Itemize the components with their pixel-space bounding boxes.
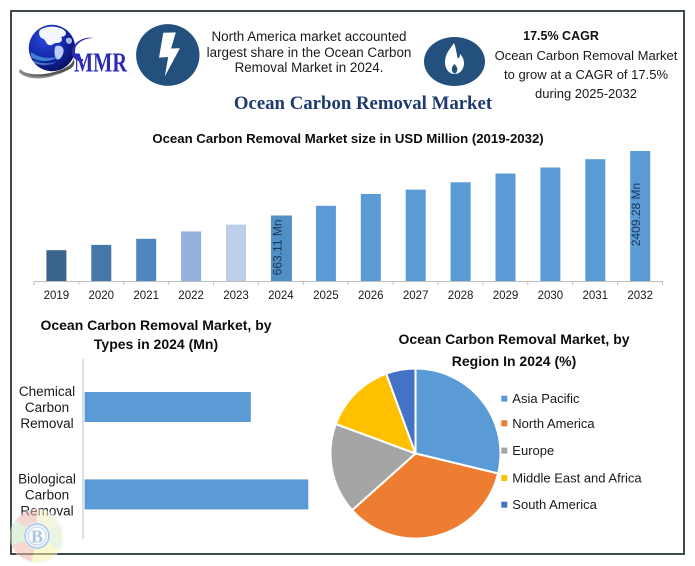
svg-text:Carbon: Carbon	[25, 400, 69, 415]
svg-text:2026: 2026	[358, 290, 384, 302]
svg-text:Removal: Removal	[20, 416, 73, 431]
svg-text:2031: 2031	[583, 290, 609, 302]
svg-text:663.11 Mn: 663.11 Mn	[271, 219, 285, 275]
svg-text:2409.28 Mn: 2409.28 Mn	[629, 183, 643, 246]
svg-text:2029: 2029	[493, 290, 519, 302]
svg-text:2030: 2030	[538, 290, 564, 302]
svg-text:2019: 2019	[44, 290, 70, 302]
svg-text:Asia Pacific: Asia Pacific	[512, 391, 580, 406]
svg-text:2021: 2021	[133, 290, 159, 302]
svg-text:2025: 2025	[313, 290, 339, 302]
svg-text:North America: North America	[512, 416, 595, 431]
svg-text:Chemical: Chemical	[19, 384, 75, 399]
svg-text:2028: 2028	[448, 290, 474, 302]
svg-text:2027: 2027	[403, 290, 429, 302]
svg-text:2024: 2024	[268, 290, 294, 302]
svg-text:MMR: MMR	[74, 48, 127, 78]
svg-text:B: B	[31, 527, 43, 547]
svg-text:2022: 2022	[178, 290, 204, 302]
svg-text:Carbon: Carbon	[25, 488, 69, 503]
svg-text:2020: 2020	[89, 290, 115, 302]
svg-text:2032: 2032	[627, 290, 653, 302]
svg-text:Middle East and Africa: Middle East and Africa	[512, 471, 642, 486]
svg-text:South America: South America	[512, 497, 597, 512]
svg-text:Europe: Europe	[512, 443, 554, 458]
svg-text:Biological: Biological	[18, 472, 76, 487]
svg-text:2023: 2023	[223, 290, 249, 302]
